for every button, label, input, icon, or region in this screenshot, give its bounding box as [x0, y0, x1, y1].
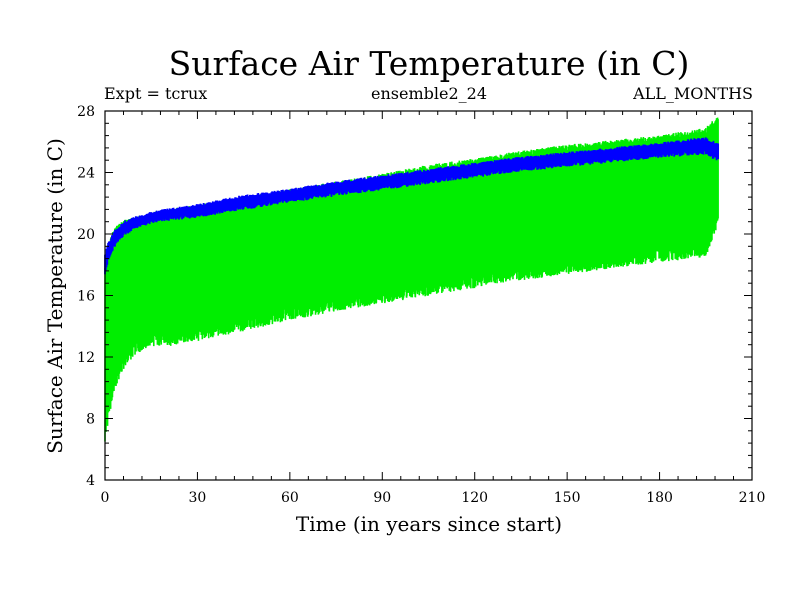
x-tick-label: 0 — [101, 490, 110, 506]
x-tick-label: 150 — [554, 490, 581, 506]
x-tick-label: 30 — [189, 490, 207, 506]
y-tick-label: 8 — [86, 412, 95, 428]
y-tick-label: 16 — [77, 289, 95, 305]
y-tick-label: 4 — [86, 473, 95, 489]
series-monthly-line — [104, 117, 719, 442]
x-tick-label: 60 — [281, 490, 299, 506]
chart-title: Surface Air Temperature (in C) — [169, 44, 690, 83]
series-monthly — [104, 117, 719, 442]
tick-layer: 0 30 60 90 120 150 180 210 4 8 12 16 20 24 28 — [77, 104, 765, 506]
subtitle-experiment: Expt = tcrux — [104, 84, 207, 103]
x-tick-label: 90 — [373, 490, 391, 506]
x-axis-label: Time (in years since start) — [296, 512, 562, 536]
y-tick-label: 24 — [77, 166, 95, 182]
x-tick-label: 120 — [461, 490, 488, 506]
y-tick-label: 28 — [77, 104, 95, 120]
y-tick-label: 20 — [77, 227, 95, 243]
y-axis-label: Surface Air Temperature (in C) — [43, 138, 67, 454]
subtitle-months: ALL_MONTHS — [632, 84, 753, 103]
series-layer — [104, 117, 720, 442]
subtitle-ensemble: ensemble2_24 — [371, 84, 487, 103]
x-tick-label: 180 — [646, 490, 673, 506]
x-tick-label: 210 — [739, 490, 766, 506]
y-tick-label: 12 — [77, 350, 95, 366]
